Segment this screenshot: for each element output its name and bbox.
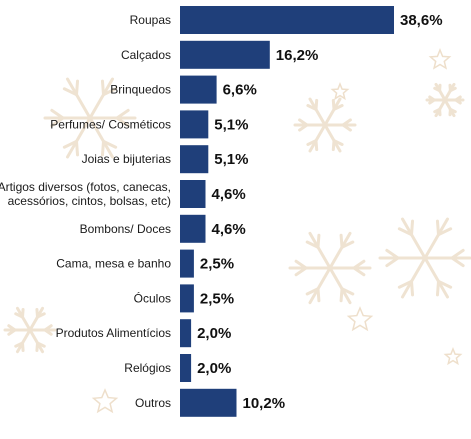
data-label: 4,6% [212,221,246,238]
data-label: 2,0% [197,360,231,377]
data-label: 10,2% [243,395,286,412]
bar [180,354,192,382]
category-label: Calçados [121,48,171,62]
category-label: Perfumes/ Cosméticos [50,117,171,131]
bar [180,40,270,69]
star-icon [428,48,452,70]
data-label: 4,6% [212,186,246,203]
data-label: 5,1% [214,151,248,168]
star-icon [330,82,350,101]
category-label: Óculos [134,290,171,305]
data-label: 2,0% [197,325,231,342]
bar [180,249,194,278]
category-label: Roupas [130,13,171,27]
category-label: Cama, mesa e banho [56,257,171,271]
star-icon [91,388,119,414]
snowflake-icon [288,231,372,305]
snowflake-icon [378,217,471,299]
snowflake-icon [3,306,57,354]
data-label: 16,2% [276,47,319,64]
category-label: Artigos diversos (fotos, canecas, acessór… [0,180,171,208]
star-icon [346,306,374,332]
bar [180,388,237,417]
bar [180,145,209,174]
category-label: Relógios [124,361,171,375]
category-label: Joias e bijuterias [82,152,171,166]
snowflake-icon [425,82,465,118]
star-icon [443,347,463,366]
data-label: 6,6% [223,82,257,99]
bar [180,180,206,208]
bar [180,110,209,139]
bar [180,319,192,348]
bar [180,214,206,243]
data-label: 2,5% [200,256,234,273]
category-label: Bombons/ Doces [80,222,171,236]
data-label: 38,6% [400,12,443,29]
snowflake-icon [293,97,357,153]
bar [180,284,194,313]
bar [180,6,394,34]
bar [180,75,217,104]
data-label: 5,1% [214,116,248,133]
category-label: Produtos Alimentícios [56,326,171,340]
data-label: 2,5% [200,290,234,307]
snowflake-icon [43,77,137,159]
category-label: Brinquedos [110,83,171,97]
category-label: Outros [135,396,171,410]
